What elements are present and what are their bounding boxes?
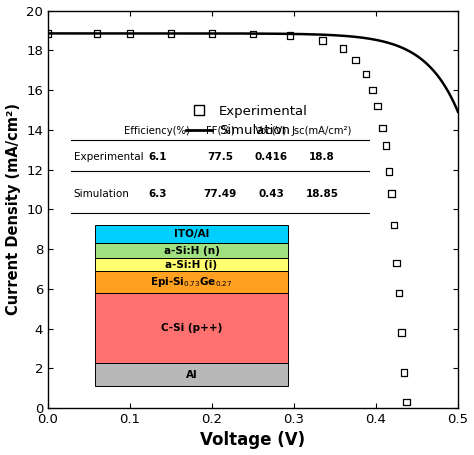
X-axis label: Voltage (V): Voltage (V) bbox=[201, 431, 306, 450]
Point bbox=[339, 45, 347, 52]
Point bbox=[385, 168, 393, 175]
Point bbox=[388, 190, 395, 197]
Point bbox=[392, 259, 400, 267]
Point bbox=[369, 86, 376, 94]
Point bbox=[395, 289, 403, 296]
Legend: Experimental, Simulation: Experimental, Simulation bbox=[186, 105, 308, 137]
Point bbox=[208, 30, 216, 37]
Point bbox=[93, 30, 101, 37]
Point bbox=[390, 222, 398, 229]
Point bbox=[44, 30, 52, 37]
Point bbox=[398, 329, 405, 336]
Y-axis label: Current Density (mA/cm²): Current Density (mA/cm²) bbox=[6, 103, 20, 315]
Point bbox=[352, 56, 359, 64]
Point bbox=[126, 30, 134, 37]
Point bbox=[379, 124, 386, 131]
Point bbox=[167, 30, 175, 37]
Point bbox=[374, 102, 382, 110]
Point bbox=[362, 71, 370, 78]
Point bbox=[382, 142, 390, 149]
Point bbox=[402, 399, 410, 406]
Point bbox=[249, 30, 257, 38]
Point bbox=[400, 369, 408, 376]
Point bbox=[319, 37, 327, 44]
Point bbox=[286, 32, 294, 39]
